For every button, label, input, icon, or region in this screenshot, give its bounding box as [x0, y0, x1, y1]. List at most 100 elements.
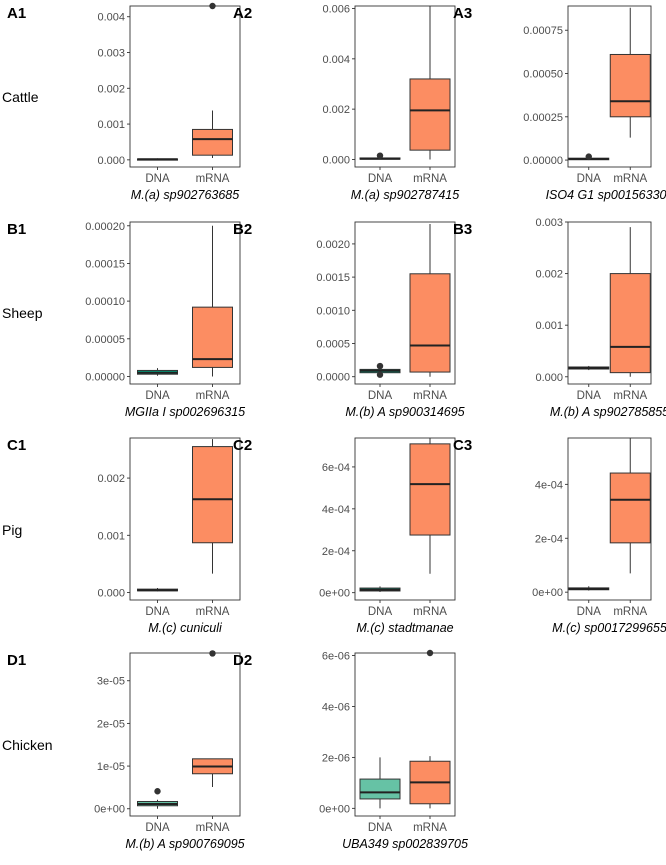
box-iqr	[609, 273, 651, 374]
box-iqr	[409, 443, 451, 536]
plot-frame	[354, 221, 456, 385]
box-dna	[359, 362, 401, 378]
row-label: Cattle	[2, 89, 39, 105]
box-mrna	[192, 225, 233, 377]
outlier-point	[376, 362, 384, 370]
y-tick-label: 6e-06	[322, 651, 350, 663]
outlier-point	[585, 153, 592, 160]
outlier-point	[154, 788, 161, 795]
box-dna	[568, 153, 610, 161]
panel-B1: Sheep B1 0.00000 0.00005 0.00010 0.00015 0.000…	[2, 221, 245, 419]
x-tick-label: DNA	[145, 173, 170, 185]
panel-label: A1	[7, 5, 26, 22]
y-tick-label: 0.0020	[316, 239, 350, 251]
panel-D2: D2 0e+00 2e-06 4e-06 6e-06 DNA mRNA UBA349 sp00…	[233, 649, 468, 851]
plot-frame	[567, 5, 652, 168]
y-tick-label: 0e+00	[319, 588, 350, 600]
x-axis-title: M.(a) sp902763685	[131, 188, 239, 202]
y-tick-label: 0.00000	[85, 371, 125, 383]
y-tick-label: 0.000	[535, 372, 563, 384]
panel-A1: Cattle A1 0.000 0.001 0.002 0.003 0.004 DNA mRNA…	[2, 2, 241, 202]
y-tick-label: 0.00075	[523, 25, 563, 37]
box-iqr	[409, 78, 451, 151]
y-tick-label: 0.00020	[85, 221, 125, 233]
panel-D1: Chicken D1 0e+00 1e-05 2e-05 3e-05 DNA mRNA M.(b…	[2, 650, 245, 851]
y-tick-label: 0.002	[322, 104, 350, 116]
box-mrna	[409, 6, 451, 160]
y-tick-label: 0.00000	[523, 155, 563, 167]
x-tick-label: DNA	[368, 606, 393, 618]
panel-label: A3	[453, 5, 472, 22]
panel-label: D1	[7, 652, 26, 669]
x-tick-label: mRNA	[613, 606, 647, 618]
box-mrna	[609, 438, 651, 574]
box-mrna	[609, 227, 651, 377]
y-tick-label: 0e+00	[319, 803, 350, 815]
box-mrna	[409, 649, 451, 809]
x-axis-title: M.(c) cuniculi	[148, 621, 223, 635]
x-axis-title: ISO4 G1 sp001563305	[546, 188, 666, 202]
box-dna	[137, 788, 178, 809]
x-tick-label: DNA	[577, 606, 602, 618]
panel-label: C2	[233, 437, 252, 454]
x-axis-title: M.(b) A sp900314695	[345, 405, 464, 419]
y-tick-label: 0.000	[97, 155, 125, 167]
box-iqr	[409, 273, 451, 373]
x-tick-label: DNA	[145, 606, 170, 618]
box-mrna	[192, 2, 233, 159]
box-dna	[137, 587, 178, 592]
box-mrna	[192, 439, 233, 574]
y-tick-label: 0.002	[535, 269, 563, 281]
x-tick-label: mRNA	[196, 173, 230, 185]
box-dna	[359, 757, 401, 809]
box-dna	[359, 152, 401, 160]
y-tick-label: 2e-05	[97, 718, 125, 730]
plot-frame	[567, 221, 652, 385]
y-tick-label: 0.0010	[316, 305, 350, 317]
x-axis-title: MGIIa I sp002696315	[125, 405, 245, 419]
box-mrna	[409, 223, 451, 377]
outlier-point	[376, 371, 384, 378]
x-tick-label: DNA	[368, 173, 393, 185]
x-axis-title: UBA349 sp002839705	[342, 837, 468, 851]
y-tick-label: 0.000	[322, 154, 350, 166]
box-dna	[137, 158, 178, 161]
panel-A2: A2 0.000 0.002 0.004 0.006 DNA mRNA M.(a) sp902…	[233, 4, 459, 202]
box-dna	[568, 365, 610, 371]
box-mrna	[192, 650, 233, 787]
panel-A3: A3 0.00000 0.00025 0.00050 0.00075 DNA mRNA ISO…	[453, 5, 666, 202]
outlier-point	[209, 2, 216, 10]
panel-C1: Pig C1 0.000 0.001 0.002 DNA mRNA M.(c) cunicul…	[2, 437, 241, 635]
y-tick-label: 0.001	[97, 530, 125, 542]
x-tick-label: DNA	[145, 822, 170, 834]
y-tick-label: 2e-04	[535, 533, 563, 545]
plot-frame	[354, 5, 456, 168]
y-tick-label: 0e+00	[94, 804, 125, 816]
plot-frame	[129, 652, 241, 817]
panel-label: C3	[453, 437, 472, 454]
x-tick-label: mRNA	[413, 390, 447, 402]
x-tick-label: DNA	[368, 390, 393, 402]
x-axis-title: M.(b) A sp902785855	[550, 405, 666, 419]
x-tick-label: mRNA	[413, 173, 447, 185]
y-tick-label: 0.00005	[85, 334, 125, 346]
y-tick-label: 6e-04	[322, 462, 350, 474]
y-tick-label: 0.00025	[523, 112, 563, 124]
box-iqr	[609, 472, 651, 544]
y-tick-label: 0.004	[97, 12, 125, 24]
box-iqr	[609, 53, 651, 118]
plot-frame	[129, 5, 241, 168]
x-tick-label: mRNA	[196, 822, 230, 834]
y-tick-label: 0.00010	[85, 296, 125, 308]
row-label: Sheep	[2, 305, 43, 321]
panel-C3: C3 0e+00 2e-04 4e-04 DNA mRNA M.(c) sp00172996…	[453, 437, 666, 635]
x-tick-label: DNA	[577, 390, 602, 402]
y-tick-label: 0.001	[97, 119, 125, 131]
y-tick-label: 0.0015	[316, 272, 350, 284]
panel-label: D2	[233, 652, 252, 669]
x-tick-label: DNA	[577, 173, 602, 185]
y-tick-label: 0.002	[97, 473, 125, 485]
y-tick-label: 2e-04	[322, 546, 350, 558]
y-tick-label: 4e-04	[535, 479, 563, 491]
y-tick-label: 0.0005	[316, 339, 350, 351]
